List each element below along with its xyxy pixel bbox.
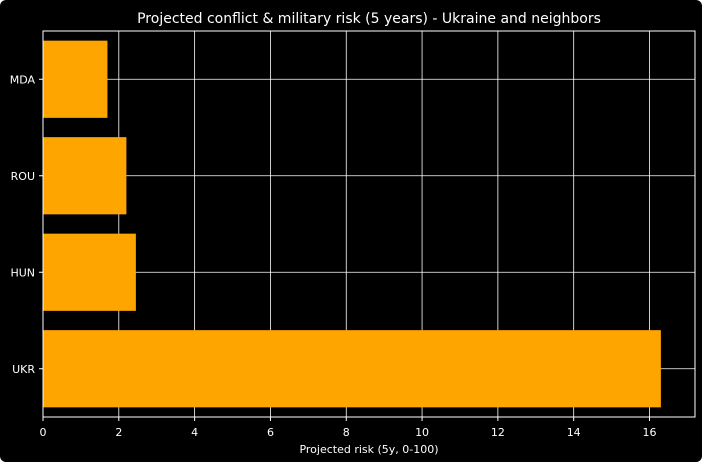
x-tick-label: 16 [643, 426, 657, 439]
x-tick-label: 4 [191, 426, 198, 439]
bar-ukr [43, 330, 661, 408]
x-tick-label: 0 [40, 426, 47, 439]
x-tick-label: 2 [115, 426, 122, 439]
bar-hun [43, 233, 136, 311]
x-axis-ticks: 0 2 4 6 8 10 12 14 16 [40, 417, 657, 439]
y-tick-label: UKR [12, 363, 35, 376]
x-tick-label: 10 [415, 426, 429, 439]
y-tick-label: HUN [10, 266, 35, 279]
x-axis-label: Projected risk (5y, 0-100) [299, 443, 438, 456]
bar-rou [43, 137, 127, 215]
x-tick-label: 6 [267, 426, 274, 439]
bar-mda [43, 40, 108, 118]
bars [43, 40, 661, 408]
y-tick-label: ROU [11, 170, 35, 183]
chart-title: Projected conflict & military risk (5 ye… [137, 11, 601, 27]
plot-border [42, 30, 696, 418]
x-tick-label: 14 [567, 426, 581, 439]
y-tick-label: MDA [10, 73, 36, 86]
x-tick-label: 12 [491, 426, 505, 439]
x-tick-label: 8 [343, 426, 350, 439]
y-axis-ticks: UKR HUN ROU MDA [10, 73, 43, 376]
